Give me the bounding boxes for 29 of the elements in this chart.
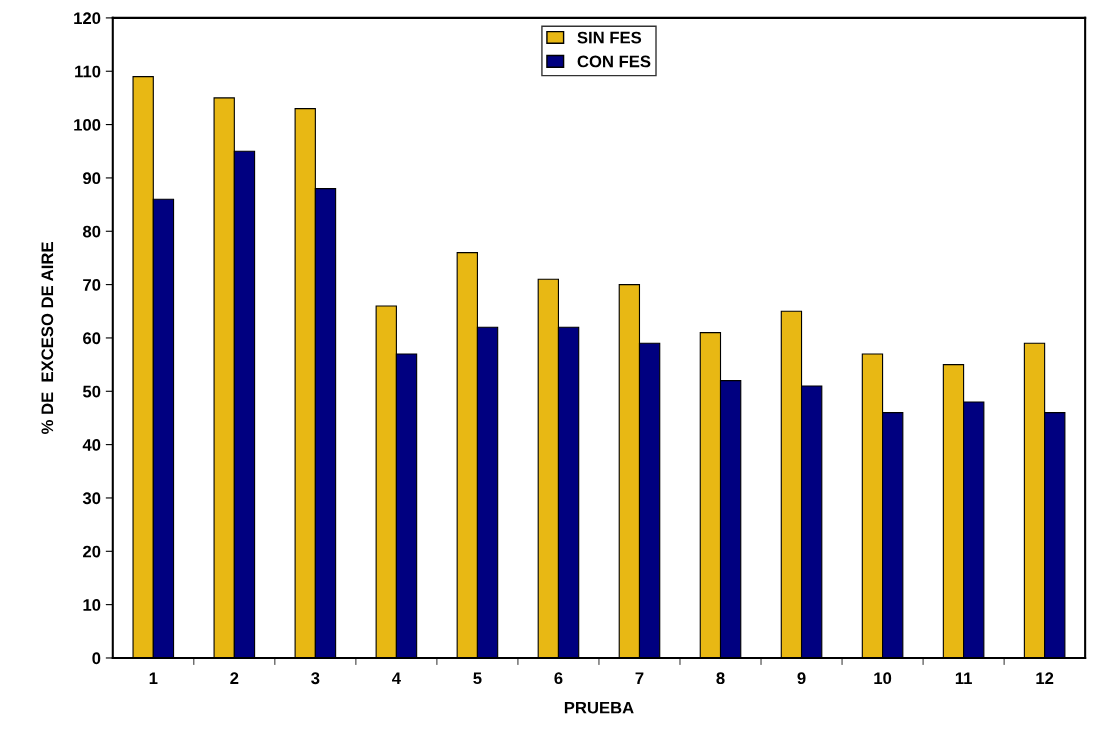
y-tick-label: 110 xyxy=(75,65,101,78)
x-tick-label: 5 xyxy=(473,672,482,685)
x-tick-label: 2 xyxy=(230,672,239,684)
x-tick-label: 4 xyxy=(392,672,401,684)
x-tick-label: 9 xyxy=(797,672,806,685)
y-tick-label: 0 xyxy=(92,652,101,665)
x-tick-label: 6 xyxy=(554,672,563,685)
legend-label: CON FES xyxy=(577,55,651,68)
y-tick-label: 10 xyxy=(83,599,101,611)
x-tick-label: 1 xyxy=(149,672,158,684)
x-tick-label: 7 xyxy=(635,672,644,684)
y-tick-label: 120 xyxy=(74,12,101,25)
y-axis-title: % DE EXCESO DE AIRE xyxy=(41,242,54,434)
y-tick-label: 40 xyxy=(82,439,101,451)
x-axis-title: PRUEBA xyxy=(564,701,634,714)
x-tick-label: 3 xyxy=(311,672,320,685)
y-tick-label: 50 xyxy=(82,385,101,398)
y-tick-label: 60 xyxy=(83,332,101,345)
y-tick-label: 80 xyxy=(82,225,101,238)
y-tick-label: 70 xyxy=(83,279,101,291)
x-tick-label: 10 xyxy=(874,672,892,685)
y-tick-label: 20 xyxy=(83,545,101,558)
legend-label: SIN FES xyxy=(577,31,642,44)
x-tick-label: 11 xyxy=(955,672,972,684)
y-tick-label: 30 xyxy=(82,492,101,505)
y-tick-label: 90 xyxy=(83,172,101,185)
x-tick-label: 12 xyxy=(1036,672,1054,684)
x-tick-label: 8 xyxy=(716,672,725,685)
y-tick-label: 100 xyxy=(74,118,101,131)
